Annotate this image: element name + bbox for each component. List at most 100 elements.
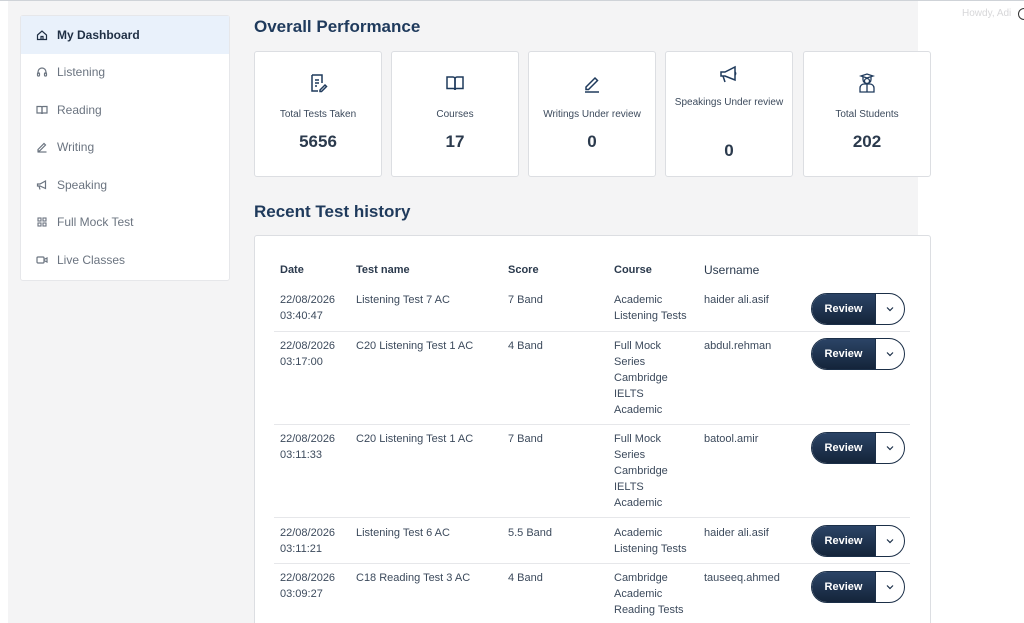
cell-username: batool.amir (704, 433, 759, 445)
cell-test-name: Listening Test 7 AC (356, 294, 450, 306)
cell-score: 7 Band (508, 294, 543, 306)
review-button[interactable]: Review (812, 433, 875, 463)
cell-course: Full Mock Series Cambridge IELTS Academi… (614, 340, 668, 416)
sidebar-item-live-classes[interactable]: Live Classes (21, 241, 229, 279)
review-split-button: Review (811, 293, 905, 325)
review-dropdown-toggle[interactable] (875, 433, 904, 463)
section-title-recent-test-history: Recent Test history (254, 202, 411, 221)
cell-course: Full Mock Series Cambridge IELTS Academi… (614, 433, 668, 509)
stat-value: 5656 (299, 132, 337, 151)
sidebar-item-label: Listening (57, 65, 106, 80)
sidebar: My Dashboard Listening Reading Writing S… (20, 15, 230, 281)
review-button[interactable]: Review (812, 572, 875, 602)
book-icon (392, 72, 518, 96)
cell-course: Academic Listening Tests (614, 294, 687, 322)
review-dropdown-toggle[interactable] (875, 339, 904, 369)
sidebar-item-my-dashboard[interactable]: My Dashboard (21, 16, 229, 54)
cell-test-name: C18 Reading Test 3 AC (356, 572, 471, 584)
column-header-date: Date (280, 264, 304, 276)
stat-value: 17 (445, 132, 465, 151)
row-divider (274, 517, 910, 518)
chevron-down-icon (886, 585, 894, 590)
book-icon (36, 104, 48, 116)
review-button[interactable]: Review (812, 526, 875, 556)
video-icon (36, 254, 48, 266)
stat-card-total-tests: Total Tests Taken 5656 (254, 51, 382, 177)
megaphone-icon (36, 179, 48, 191)
cell-date: 22/08/2026 03:11:33 (280, 433, 336, 461)
sidebar-item-label: Live Classes (57, 252, 126, 267)
cell-username: abdul.rehman (704, 340, 772, 352)
review-split-button: Review (811, 432, 905, 464)
student-icon (804, 72, 930, 96)
sidebar-item-label: My Dashboard (57, 27, 140, 42)
review-split-button: Review (811, 571, 905, 603)
sidebar-item-label: Full Mock Test (57, 215, 134, 230)
sidebar-item-label: Speaking (57, 177, 108, 192)
stat-card-writings-under-review: Writings Under review 0 (528, 51, 656, 177)
chevron-down-icon (886, 307, 894, 312)
sidebar-item-speaking[interactable]: Speaking (21, 166, 229, 204)
stat-value: 0 (724, 141, 734, 160)
howdy-greeting[interactable]: Howdy, Adi (962, 8, 1012, 19)
document-edit-icon (255, 72, 381, 96)
cell-test-name: C20 Listening Test 1 AC (356, 340, 474, 352)
pen-icon (36, 141, 48, 153)
row-divider (274, 331, 910, 332)
cell-date: 22/08/2026 03:11:21 (280, 527, 336, 555)
review-dropdown-toggle[interactable] (875, 572, 904, 602)
stat-value: 0 (587, 132, 597, 151)
home-icon (36, 29, 48, 41)
section-title-overall-performance: Overall Performance (254, 17, 421, 36)
cell-score: 4 Band (508, 340, 543, 352)
stat-card-speakings-under-review: Speakings Under review 0 (665, 51, 793, 177)
column-header-test-name: Test name (356, 264, 410, 276)
sidebar-item-full-mock-test[interactable]: Full Mock Test (21, 204, 229, 242)
grid-icon (36, 216, 48, 228)
cell-date: 22/08/2026 03:17:00 (280, 340, 336, 368)
sidebar-item-label: Reading (57, 102, 102, 117)
review-button[interactable]: Review (812, 339, 875, 369)
column-header-course: Course (614, 264, 652, 276)
cell-course: Academic Listening Tests (614, 527, 687, 555)
stat-card-courses: Courses 17 (391, 51, 519, 177)
column-header-username: Username (704, 263, 760, 277)
stat-label: Courses (436, 109, 474, 120)
sidebar-item-reading[interactable]: Reading (21, 91, 229, 129)
cell-test-name: Listening Test 6 AC (356, 527, 450, 539)
chevron-down-icon (886, 446, 894, 451)
review-button[interactable]: Review (812, 294, 875, 324)
stat-label: Speakings Under review (674, 97, 784, 108)
cell-score: 5.5 Band (508, 527, 553, 539)
cell-score: 4 Band (508, 572, 543, 584)
review-split-button: Review (811, 525, 905, 557)
chevron-down-icon (886, 539, 894, 544)
avatar[interactable] (1018, 8, 1024, 20)
stat-value: 202 (852, 132, 882, 151)
cell-username: haider ali.asif (704, 527, 769, 539)
stat-card-total-students: Total Students 202 (803, 51, 931, 177)
stat-label: Writings Under review (543, 109, 641, 120)
cell-username: tauseeq.ahmed (704, 572, 780, 584)
cell-test-name: C20 Listening Test 1 AC (356, 433, 474, 445)
megaphone-icon (666, 64, 792, 88)
cell-date: 22/08/2026 03:09:27 (280, 572, 336, 600)
column-header-score: Score (508, 264, 539, 276)
review-split-button: Review (811, 338, 905, 370)
cell-username: haider ali.asif (704, 294, 769, 306)
row-divider (274, 424, 910, 425)
cell-date: 22/08/2026 03:40:47 (280, 294, 336, 322)
chevron-down-icon (886, 352, 894, 357)
cell-score: 7 Band (508, 433, 543, 445)
review-dropdown-toggle[interactable] (875, 526, 904, 556)
headphones-icon (36, 66, 48, 78)
review-dropdown-toggle[interactable] (875, 294, 904, 324)
cell-course: Cambridge Academic Reading Tests (614, 572, 684, 616)
sidebar-item-listening[interactable]: Listening (21, 54, 229, 92)
row-divider (274, 563, 910, 564)
sidebar-item-writing[interactable]: Writing (21, 129, 229, 167)
top-border (0, 0, 1024, 1)
stat-label: Total Tests Taken (279, 109, 357, 120)
pen-icon (529, 72, 655, 96)
stat-label: Total Students (835, 109, 899, 120)
